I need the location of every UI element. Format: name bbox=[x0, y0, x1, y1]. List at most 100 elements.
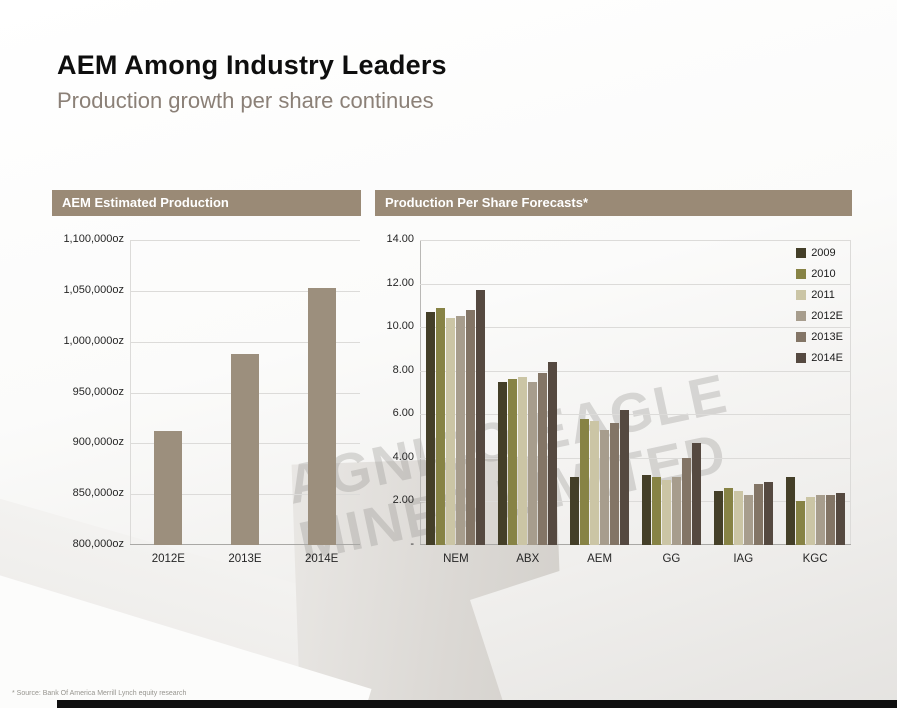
legend-label: 2012E bbox=[811, 309, 843, 322]
left-panel-header-label: AEM Estimated Production bbox=[62, 195, 229, 210]
bar-nem-2013e bbox=[466, 309, 476, 545]
y-axis-tick-label: 2.00 bbox=[392, 494, 414, 507]
bar-abx-2010 bbox=[508, 379, 518, 545]
bar-abx-2014e bbox=[548, 362, 558, 545]
legend-swatch bbox=[796, 331, 807, 342]
gridline bbox=[130, 240, 360, 241]
x-axis-label: KGC bbox=[802, 553, 828, 565]
y-axis-line bbox=[420, 240, 421, 545]
legend-label: 2010 bbox=[811, 267, 836, 280]
y-axis-tick-label: 900,000oz bbox=[72, 436, 124, 449]
x-axis-label: 2013E bbox=[228, 553, 262, 565]
source-footnote: * Source: Bank Of America Merrill Lynch … bbox=[12, 690, 187, 697]
legend-item-2011: 2011 bbox=[796, 284, 843, 305]
bar-gg-2010 bbox=[651, 477, 661, 545]
x-axis-label: NEM bbox=[443, 553, 469, 565]
legend-item-2013e: 2013E bbox=[796, 326, 843, 347]
legend-item-2010: 2010 bbox=[796, 263, 843, 284]
legend-swatch bbox=[796, 247, 807, 258]
gridline bbox=[420, 240, 851, 241]
y-axis-tick-label: 1,050,000oz bbox=[63, 283, 124, 296]
bar-aem-2012e bbox=[600, 429, 610, 545]
page-title: AEM Among Industry Leaders bbox=[57, 50, 447, 80]
bar-kgc-2011 bbox=[805, 497, 815, 545]
bar-nem-2012e bbox=[456, 316, 466, 545]
bar-kgc-2010 bbox=[795, 501, 805, 545]
production-per-share-forecast-chart: 2009 2010 2011 2012E 2013E 2014E - 2.00 4.00 6.00… bbox=[375, 233, 852, 569]
left-panel-header: AEM Estimated Production bbox=[52, 190, 361, 216]
x-axis-label: 2012E bbox=[151, 553, 185, 565]
x-axis-label: AEM bbox=[587, 553, 613, 565]
y-axis-tick-label: 950,000oz bbox=[72, 385, 124, 398]
bar-iag-2012e bbox=[743, 494, 753, 545]
bar-gg-2014e bbox=[691, 442, 701, 545]
legend-label: 2009 bbox=[811, 246, 836, 259]
plot-border-right bbox=[850, 240, 851, 545]
bar-kgc-2012e bbox=[815, 494, 825, 545]
gridline bbox=[130, 341, 360, 343]
y-axis-tick-label: 10.00 bbox=[386, 320, 414, 333]
gridline bbox=[420, 501, 851, 503]
y-axis-tick-label: 8.00 bbox=[392, 363, 414, 376]
bottom-black-bar bbox=[57, 700, 897, 708]
bar-kgc-2009 bbox=[785, 477, 795, 545]
bar-kgc-2014e bbox=[835, 492, 845, 545]
bar-iag-2009 bbox=[713, 490, 723, 545]
bar-gg-2011 bbox=[661, 479, 671, 545]
bar-gg-2013e bbox=[681, 457, 691, 545]
legend-label: 2011 bbox=[811, 288, 835, 301]
y-axis-tick-label: 850,000oz bbox=[72, 487, 124, 500]
legend-swatch bbox=[796, 268, 807, 279]
x-axis-label: ABX bbox=[516, 553, 540, 565]
bar-iag-2011 bbox=[733, 490, 743, 545]
gridline bbox=[420, 457, 851, 459]
bar-2014e bbox=[307, 287, 336, 545]
y-axis-tick-label: 4.00 bbox=[392, 450, 414, 463]
bar-nem-2011 bbox=[446, 318, 456, 545]
gridline bbox=[130, 290, 360, 292]
right-panel-header: Production Per Share Forecasts* bbox=[375, 190, 852, 216]
bar-aem-2013e bbox=[610, 423, 620, 545]
y-axis-tick-label: 800,000oz bbox=[72, 538, 124, 550]
bar-iag-2014e bbox=[763, 481, 773, 545]
legend-label: 2013E bbox=[811, 330, 843, 343]
y-axis-tick-label: - bbox=[410, 538, 414, 550]
x-axis-label: GG bbox=[662, 553, 681, 565]
bar-abx-2011 bbox=[518, 377, 528, 545]
right-panel-header-label: Production Per Share Forecasts* bbox=[385, 195, 589, 210]
y-axis-tick-label: 12.00 bbox=[386, 276, 414, 289]
bar-abx-2012e bbox=[528, 381, 538, 545]
legend-swatch bbox=[796, 289, 807, 300]
gridline bbox=[420, 370, 851, 372]
bar-iag-2013e bbox=[753, 484, 763, 545]
bar-nem-2014e bbox=[476, 290, 486, 545]
gridline bbox=[420, 327, 851, 329]
bar-2013e bbox=[231, 353, 259, 545]
gridline bbox=[420, 283, 851, 285]
bar-gg-2009 bbox=[641, 475, 651, 545]
bar-aem-2010 bbox=[580, 418, 590, 545]
legend-item-2014e: 2014E bbox=[796, 347, 843, 368]
bar-2012e bbox=[154, 431, 183, 545]
y-axis-tick-label: 6.00 bbox=[392, 407, 414, 420]
bar-kgc-2013e bbox=[825, 494, 835, 545]
x-axis-line bbox=[420, 544, 851, 545]
y-axis-tick-label: 14.00 bbox=[386, 233, 414, 245]
aem-estimated-production-chart: 800,000oz 850,000oz 900,000oz 950,000oz 1,00… bbox=[52, 233, 361, 569]
page-subtitle: Production growth per share continues bbox=[57, 88, 434, 113]
bar-aem-2009 bbox=[570, 477, 580, 545]
bar-abx-2013e bbox=[538, 372, 548, 545]
bar-aem-2011 bbox=[590, 420, 600, 545]
bar-aem-2014e bbox=[620, 409, 630, 545]
plot-area bbox=[130, 240, 360, 545]
x-axis-label: 2014E bbox=[305, 553, 339, 565]
legend-swatch bbox=[796, 310, 807, 321]
y-axis-tick-label: 1,000,000oz bbox=[63, 334, 124, 347]
bar-abx-2009 bbox=[498, 381, 508, 545]
bar-nem-2009 bbox=[426, 311, 436, 545]
legend-label: 2014E bbox=[811, 351, 843, 364]
bar-gg-2012e bbox=[671, 477, 681, 545]
legend-item-2009: 2009 bbox=[796, 242, 843, 263]
y-axis-tick-label: 1,100,000oz bbox=[63, 233, 124, 245]
